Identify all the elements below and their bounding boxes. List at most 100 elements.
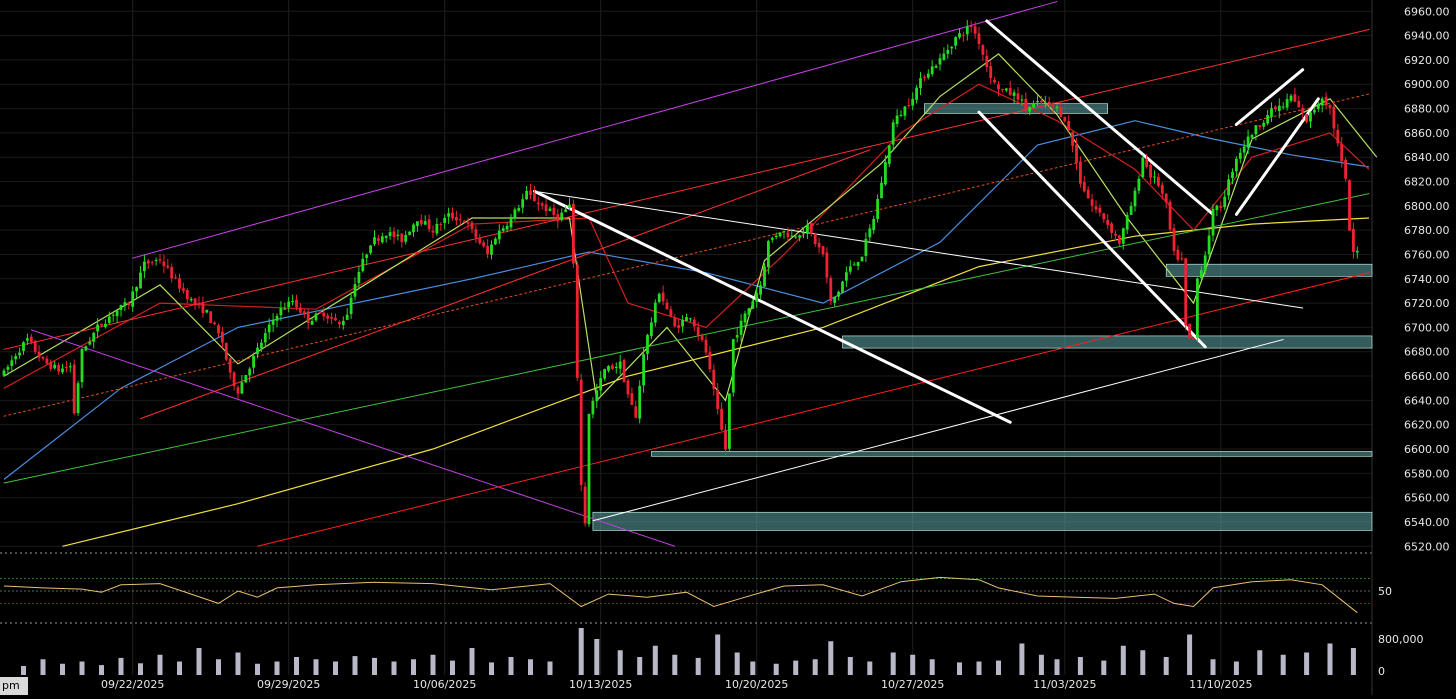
candle-body <box>954 37 957 46</box>
candle-body <box>767 241 770 268</box>
candle-body <box>143 261 146 272</box>
candle-body <box>595 390 599 402</box>
candle-body <box>404 234 408 242</box>
volume-bar <box>1077 657 1083 675</box>
volume-bar <box>79 661 85 675</box>
candle-body <box>751 301 755 309</box>
volume-bar <box>177 661 182 675</box>
candle-body <box>1004 88 1008 91</box>
candle-body <box>575 264 579 378</box>
candle-body <box>790 235 794 237</box>
volume-bar <box>929 659 935 675</box>
candle-body <box>1040 100 1043 103</box>
candle-body <box>1274 106 1277 110</box>
volume-bar <box>60 663 65 675</box>
price-tick-label: 6560.00 <box>1404 492 1450 505</box>
candle-body <box>1305 114 1308 123</box>
candle-body <box>1118 235 1121 244</box>
candle-body <box>907 104 911 106</box>
candle-body <box>521 199 525 208</box>
candle-body <box>677 325 681 328</box>
candle-body <box>1203 255 1207 271</box>
candle-body <box>685 317 688 321</box>
candle-body <box>439 224 443 226</box>
volume-bar <box>715 634 721 675</box>
candle-body <box>1098 207 1102 213</box>
date-tick-label: 09/29/2025 <box>257 678 320 691</box>
candle-body <box>400 233 404 243</box>
volume-tick-label: 800,000 <box>1378 633 1424 646</box>
candle-body <box>104 323 107 327</box>
candle-body <box>1293 94 1297 102</box>
price-tick-label: 6540.00 <box>1404 516 1450 529</box>
support-zone <box>924 103 1109 114</box>
candle-body <box>486 245 489 255</box>
volume-bar <box>594 639 600 675</box>
candle-body <box>213 322 216 325</box>
candle-body <box>1211 208 1215 236</box>
volume-bar <box>547 661 553 675</box>
candle-body <box>696 327 700 336</box>
candle-body <box>829 277 833 302</box>
candle-body <box>287 301 291 308</box>
trend-line <box>533 190 1304 309</box>
trend-line <box>1234 68 1305 126</box>
volume-bar <box>40 659 46 675</box>
volume-bar <box>21 666 26 675</box>
candle-body <box>806 224 809 234</box>
candle-body <box>1051 104 1055 107</box>
candle-body <box>260 342 263 349</box>
price-tick-label: 6960.00 <box>1404 5 1450 18</box>
candle-body <box>217 325 220 334</box>
candle-body <box>868 228 872 238</box>
candle-body <box>462 221 466 223</box>
volume-bar <box>235 652 241 675</box>
candle-body <box>482 242 486 247</box>
support-zone <box>1165 263 1373 277</box>
volume-bar <box>734 652 740 675</box>
candle-body <box>876 199 879 219</box>
volume-bar <box>372 657 377 675</box>
candle-body <box>131 291 135 307</box>
candle-body <box>1192 338 1195 340</box>
candle-body <box>821 246 825 255</box>
candle-body <box>49 362 53 369</box>
candle-body <box>973 26 977 34</box>
candle-body <box>579 379 583 485</box>
candle-body <box>618 361 622 369</box>
candle-body <box>1352 228 1355 252</box>
volume-bar <box>255 663 260 675</box>
candle-body <box>556 214 560 222</box>
volume-bar <box>1280 654 1286 675</box>
candle-body <box>466 222 470 224</box>
candle-body <box>41 356 45 359</box>
candle-body <box>969 25 973 28</box>
candle-body <box>80 348 84 383</box>
candle-body <box>536 202 540 205</box>
volume-bar <box>847 657 853 675</box>
volume-bar <box>274 661 280 675</box>
candle-body <box>1313 110 1316 113</box>
candle-body <box>322 312 326 317</box>
candle-body <box>240 382 244 394</box>
candle-body <box>1102 213 1106 220</box>
candle-body <box>950 46 954 49</box>
candle-body <box>653 302 657 323</box>
trend-line <box>3 193 1370 484</box>
volume-bar <box>910 654 916 675</box>
candle-body <box>1137 178 1141 191</box>
candle-body <box>837 291 840 297</box>
candle-body <box>1036 101 1039 103</box>
volume-bar <box>1257 650 1263 675</box>
volume-bar <box>1120 645 1126 675</box>
date-axis: 09/22/2025 09/29/2025 10/06/2025 10/13/2025… <box>101 678 1253 691</box>
candle-body <box>1160 184 1164 194</box>
candle-body <box>369 245 372 253</box>
candle-body <box>314 313 318 321</box>
candle-body <box>782 231 786 233</box>
volume-bar <box>528 659 533 675</box>
candle-body <box>135 287 138 292</box>
candle-body <box>419 219 423 225</box>
